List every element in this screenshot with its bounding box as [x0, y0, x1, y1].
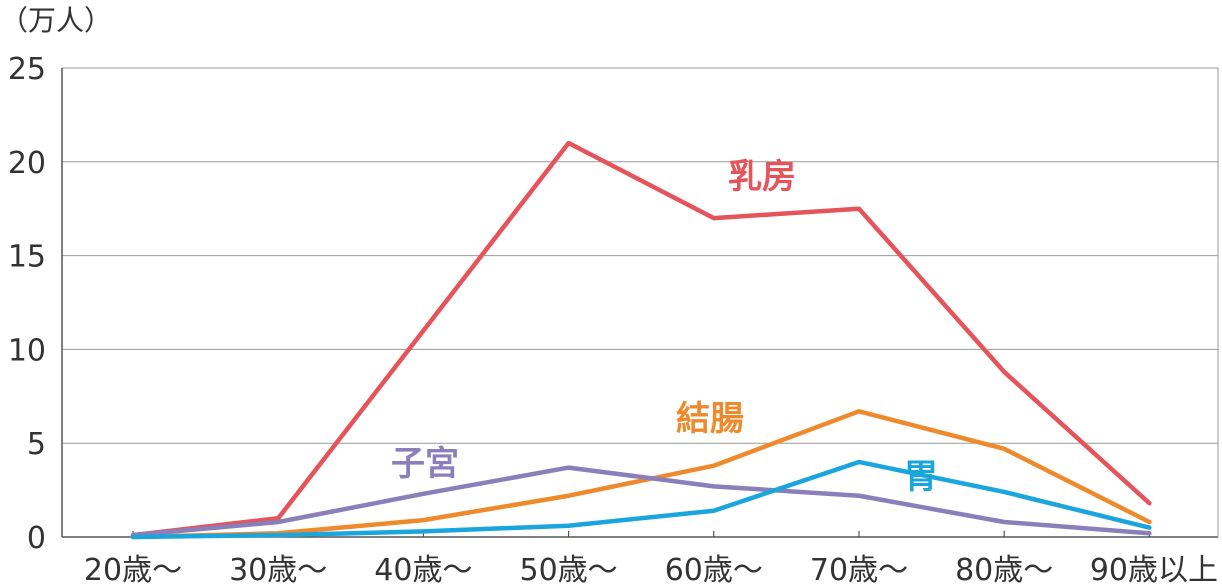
x-tick-label: 30歳～ — [229, 553, 327, 586]
series-line-1 — [130, 409, 1152, 540]
series-line-3 — [130, 459, 1152, 540]
series-line-0 — [130, 140, 1152, 538]
y-tick-label: 15 — [8, 240, 46, 275]
x-tick-label: 90歳以上 — [1090, 553, 1218, 586]
gridlines — [62, 67, 1218, 444]
y-tick-label: 20 — [8, 146, 46, 181]
y-tick-label: 5 — [27, 427, 46, 462]
x-tick-label: 20歳～ — [84, 553, 182, 586]
series-lines — [130, 140, 1152, 540]
y-tick-label: 0 — [27, 521, 46, 556]
series-line-2 — [130, 465, 1152, 538]
axes — [61, 68, 1219, 538]
series-label-2: 子宮 — [391, 444, 459, 484]
series-label-3: 胃 — [904, 457, 938, 497]
x-tick-label: 40歳～ — [374, 553, 472, 586]
y-unit-label: （万人） — [0, 4, 112, 37]
series-label-1: 結腸 — [676, 399, 744, 439]
x-tick-label: 80歳～ — [955, 553, 1053, 586]
y-tick-label: 25 — [8, 52, 46, 87]
labels: 0 5 10 15 20 25 20歳～ 30歳～ 40歳～ 50歳～ 60歳～ 70歳～ 80歳～ 90… — [0, 4, 1218, 586]
x-tick-label: 60歳～ — [665, 553, 763, 586]
series-label-0: 乳房 — [728, 157, 796, 197]
x-tick-label: 50歳～ — [520, 553, 618, 586]
y-tick-label: 10 — [8, 333, 46, 368]
x-tick-label: 70歳～ — [810, 553, 908, 586]
